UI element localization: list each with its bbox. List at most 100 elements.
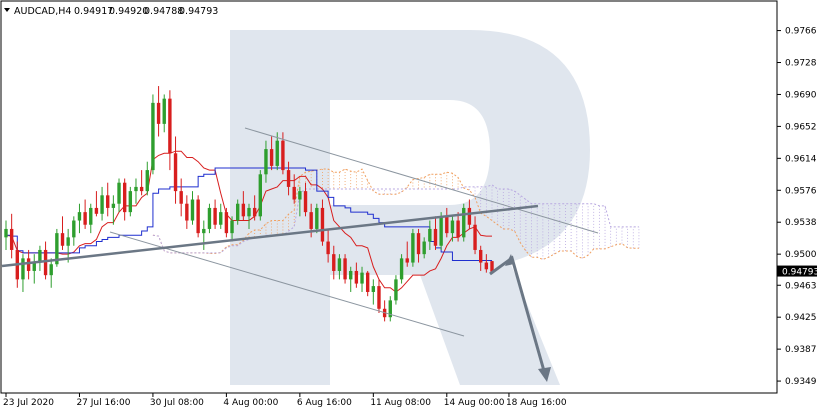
candle bbox=[83, 199, 87, 229]
candle-body bbox=[213, 207, 217, 225]
candle bbox=[292, 174, 296, 204]
y-tick-label: 0.93490 bbox=[785, 377, 817, 387]
candle bbox=[196, 195, 200, 238]
candle-body bbox=[230, 220, 234, 234]
candle-body bbox=[343, 258, 347, 280]
candle-body bbox=[456, 220, 460, 238]
candle bbox=[416, 228, 421, 263]
candle-body bbox=[371, 286, 376, 292]
candle bbox=[77, 203, 82, 234]
ohlc-low: 0.94788 bbox=[144, 6, 183, 17]
candle bbox=[252, 195, 257, 221]
annotations bbox=[1, 127, 599, 382]
candle bbox=[388, 296, 392, 322]
candle-body bbox=[377, 286, 381, 309]
candle-body bbox=[179, 191, 183, 204]
candle-body bbox=[236, 203, 240, 221]
x-tick-label: 14 Aug 00:00 bbox=[444, 398, 505, 408]
candle-body bbox=[416, 233, 421, 255]
x-tick-label: 11 Aug 08:00 bbox=[370, 398, 431, 408]
candle bbox=[428, 220, 432, 250]
candle-body bbox=[365, 272, 370, 292]
candle bbox=[100, 186, 104, 221]
candle-body bbox=[405, 258, 409, 263]
candle-body bbox=[21, 258, 25, 280]
forecast-arrow bbox=[489, 254, 551, 382]
candle bbox=[445, 207, 449, 238]
candle bbox=[38, 245, 42, 271]
candle-body bbox=[275, 140, 279, 166]
candle bbox=[377, 279, 381, 313]
candle-body bbox=[100, 195, 104, 214]
candle-body bbox=[168, 98, 172, 154]
candle bbox=[230, 216, 234, 242]
candle-body bbox=[38, 249, 42, 263]
candle-body bbox=[122, 182, 127, 213]
candle-body bbox=[303, 191, 308, 213]
candle bbox=[264, 140, 268, 183]
candle bbox=[185, 195, 189, 229]
candle-body bbox=[252, 207, 257, 217]
x-tick-label: 18 Aug 16:00 bbox=[506, 398, 567, 408]
candle-body bbox=[473, 224, 477, 250]
candle-body bbox=[224, 212, 229, 234]
candle bbox=[139, 170, 144, 196]
candle-body bbox=[111, 203, 116, 208]
trend-line bbox=[1, 204, 539, 268]
candle-body bbox=[83, 212, 87, 225]
candle bbox=[456, 212, 460, 242]
candle-body bbox=[264, 149, 268, 175]
candle bbox=[405, 241, 409, 267]
candle bbox=[66, 228, 70, 263]
candle-body bbox=[479, 249, 483, 263]
candle-body bbox=[207, 207, 212, 229]
candle bbox=[422, 237, 426, 259]
candle bbox=[360, 266, 364, 292]
candle bbox=[72, 216, 76, 246]
candle bbox=[343, 254, 347, 284]
candle-body bbox=[269, 149, 274, 166]
candle bbox=[32, 254, 36, 284]
candle-body bbox=[298, 191, 302, 200]
senkou-a-line bbox=[152, 168, 639, 260]
candle-body bbox=[292, 186, 296, 200]
candle-body bbox=[388, 300, 392, 318]
candle bbox=[241, 191, 246, 221]
candle bbox=[326, 228, 330, 263]
candle bbox=[332, 245, 336, 280]
candle bbox=[349, 266, 353, 292]
candle bbox=[269, 136, 274, 171]
candle-body bbox=[32, 262, 36, 271]
candle-body bbox=[281, 140, 285, 171]
candle bbox=[162, 94, 166, 133]
ohlc-close: 0.94793 bbox=[179, 6, 218, 17]
candle bbox=[275, 132, 279, 171]
candle-body bbox=[258, 174, 262, 217]
candle-body bbox=[49, 264, 53, 276]
candle-body bbox=[422, 241, 426, 255]
candle-body bbox=[66, 237, 70, 246]
candle-body bbox=[55, 233, 59, 265]
candle-body bbox=[128, 191, 133, 213]
senkou-b-line bbox=[152, 184, 639, 254]
candle-body bbox=[433, 228, 438, 246]
candle-body bbox=[162, 98, 166, 124]
candle bbox=[26, 249, 31, 280]
candle bbox=[490, 260, 494, 272]
candle-body bbox=[462, 207, 466, 238]
chevron-down-icon[interactable] bbox=[4, 8, 10, 12]
x-tick-label: 4 Aug 00:00 bbox=[223, 398, 278, 408]
candle-body bbox=[467, 207, 472, 225]
candle bbox=[236, 199, 240, 225]
price-tag-background bbox=[777, 265, 817, 277]
candle-body bbox=[106, 195, 110, 208]
candle bbox=[224, 207, 229, 238]
candle-body bbox=[286, 170, 291, 187]
candle bbox=[106, 182, 110, 217]
candle bbox=[219, 203, 223, 229]
candle bbox=[371, 279, 376, 305]
candle-body bbox=[450, 220, 455, 234]
